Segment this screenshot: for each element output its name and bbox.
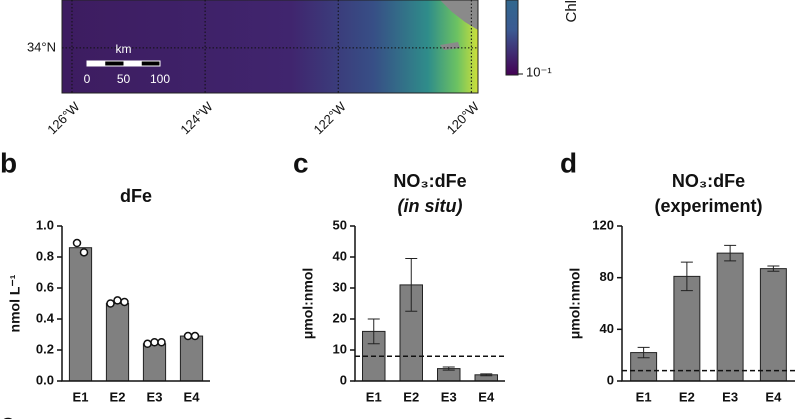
map-image [62,0,478,93]
y-tick-label: 120 [592,217,614,232]
error-bar [637,346,650,359]
error-bar [680,261,693,292]
y-tick-label: 50 [333,217,347,232]
scale-tick: 0 [84,72,91,86]
data-point [183,331,193,341]
panel-label: b [0,147,17,178]
bar [142,343,167,382]
x-tick-label: 126°W [44,98,83,137]
data-point [106,299,115,308]
x-tick-label: E4 [765,389,782,404]
scale-tick: 100 [150,72,170,86]
y-tick-label: 10 [333,341,347,356]
y-tick-label: 40 [600,321,614,336]
data-point [79,248,89,257]
colorbar [505,0,519,76]
y-tick-label: 0.2 [36,341,54,356]
error-bar [405,258,418,312]
x-tick-label: E2 [679,389,695,404]
error-bar [367,318,380,345]
x-tick-label: E1 [366,389,382,404]
y-tick-label: 0 [607,372,614,387]
bar [68,247,93,382]
axes [354,226,505,382]
y-axis-label: μmol:nmol [567,268,583,340]
panel-label: c [293,147,309,178]
y-axis-label: nmol L⁻¹ [7,274,23,332]
x-tick-label: E3 [147,389,163,404]
scale-tick: 50 [117,72,131,86]
x-tick-label: 120°W [444,98,483,137]
x-tick-label: E2 [403,389,419,404]
y-tick-label: 40 [333,248,347,263]
data-point [143,339,152,349]
error-bar [442,366,455,371]
x-tick-label: E1 [73,389,89,404]
y-tick-label: 0 [340,372,347,387]
y-tick-label: 80 [600,269,614,284]
x-tick-label: E4 [478,389,495,404]
y-tick-label: 34°N [27,39,56,54]
bar [759,268,787,382]
error-bar [767,265,780,272]
y-axis-label: μmol:nmol [300,268,316,340]
y-tick-label: 0.0 [36,372,54,387]
axes [61,226,210,382]
x-tick-label: 124°W [177,98,216,137]
x-tick-label: E4 [184,389,201,404]
error-bar [724,244,737,262]
data-point [113,296,122,305]
x-tick-label: E3 [722,389,738,404]
error-bar [480,373,493,377]
y-tick-label: 0.6 [36,279,54,294]
data-point [120,297,129,307]
x-tick-label: E3 [441,389,457,404]
x-tick-label: 122°W [310,98,349,137]
axes [621,226,795,382]
colorbar-label: Chl [563,0,580,23]
land [440,0,478,30]
chart-title: dFe [120,186,152,206]
bar [716,252,744,382]
y-tick-label: 30 [333,279,347,294]
scale-unit: km [116,42,132,56]
y-tick-label: 0.4 [36,310,55,325]
scale-bar-segment [87,61,106,66]
panel-label: e [0,407,16,419]
bar [105,303,130,382]
map-frame [61,0,479,94]
bar [179,335,204,382]
y-tick-label: 0.8 [36,248,54,263]
bar [673,275,701,382]
y-tick-label: 1.0 [36,217,54,232]
x-tick-label: E1 [636,389,652,404]
chart-title: NO₃:dFe [393,171,466,191]
chart-title: NO₃:dFe [672,171,745,191]
scale-bar-segment [123,61,142,66]
panel-label: d [560,147,577,178]
colorbar-tick-label: 10⁻¹ [526,64,552,79]
chart-subtitle: (in situ) [398,196,463,216]
data-point [72,238,82,248]
data-point [190,331,200,341]
data-point [150,338,159,347]
chart-subtitle: (experiment) [654,196,762,216]
y-tick-label: 20 [333,310,347,325]
x-tick-label: E2 [110,389,126,404]
data-point [157,338,166,347]
